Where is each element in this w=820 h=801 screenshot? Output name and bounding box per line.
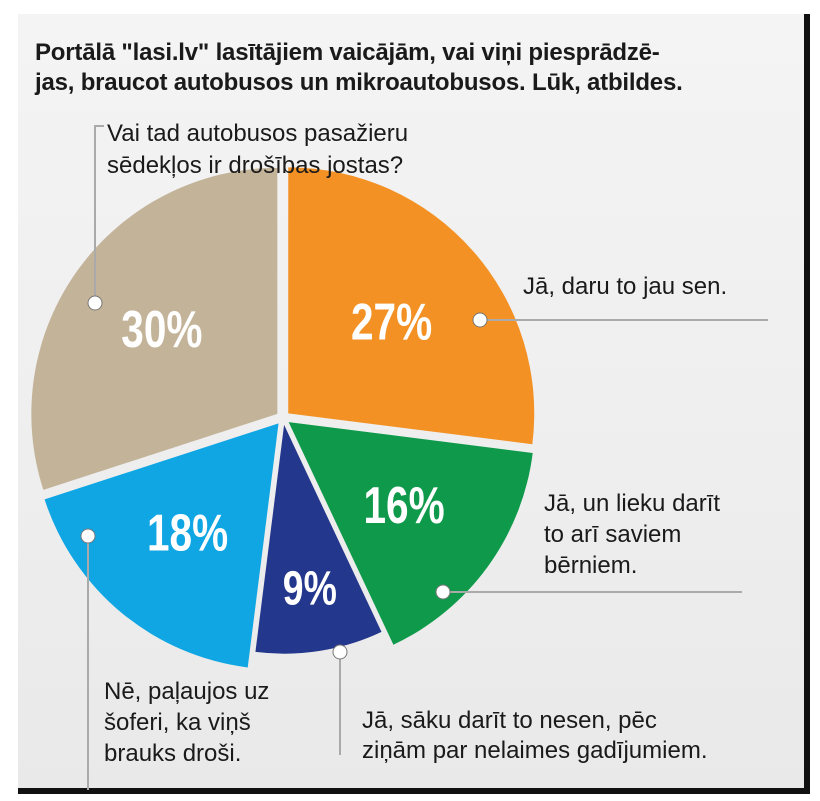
slice-value-label: 27% xyxy=(351,292,432,350)
slice-label-9: Jā, sāku darīt to nesen, pēc ziņām par n… xyxy=(362,707,708,764)
slice-value-label: 18% xyxy=(147,503,228,561)
leader-dot xyxy=(80,528,96,544)
leader-dot xyxy=(87,295,103,311)
chart-title: Portālā "lasi.lv" lasītājiem vaicājām, v… xyxy=(35,39,683,96)
pie-slice xyxy=(31,167,278,490)
slice-label-27: Jā, daru to jau sen. xyxy=(523,273,728,300)
leader-line xyxy=(94,125,104,303)
pie-slice xyxy=(288,167,535,445)
pie-slice xyxy=(255,424,382,654)
leader-dot xyxy=(332,644,348,660)
pie-slice xyxy=(44,423,279,668)
slice-value-label: 30% xyxy=(121,300,202,358)
leader-dot xyxy=(472,312,488,328)
slice-label-18: Nē, paļaujos uz šoferi, ka viņš brauks d… xyxy=(104,678,270,767)
pie-slice xyxy=(288,422,533,645)
leader-dot xyxy=(435,584,451,600)
slice-label-16: Jā, un lieku darīt to arī saviem bērniem… xyxy=(544,490,721,579)
slice-value-label: 16% xyxy=(364,476,445,534)
slice-value-label: 9% xyxy=(283,562,337,616)
slice-label-30: Vai tad autobusos pasažieru sēdekļos ir … xyxy=(107,120,409,179)
